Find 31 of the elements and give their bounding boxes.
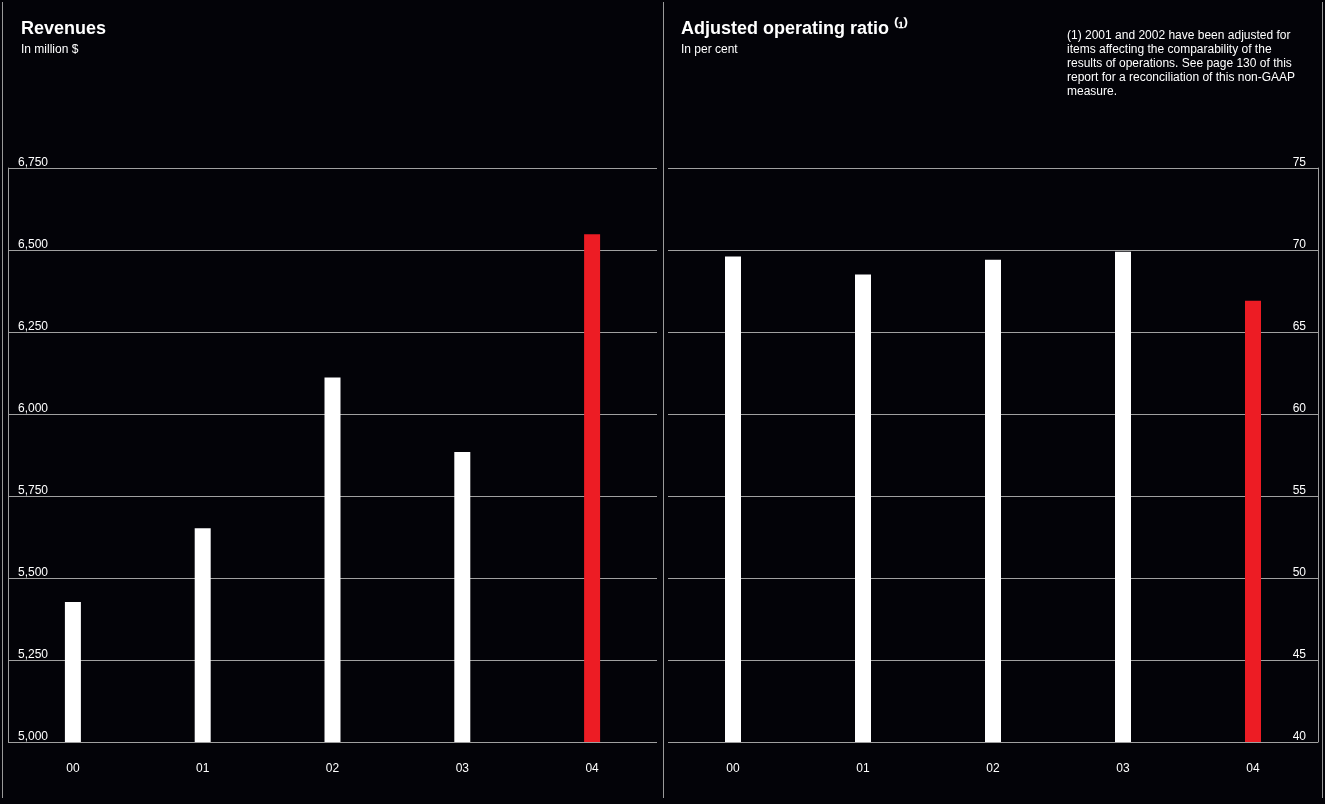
y-tick-label: 45	[1292, 647, 1306, 661]
y-tick-label: 5,250	[18, 647, 49, 661]
y-tick-label: 75	[1292, 155, 1306, 169]
x-tick-label: 04	[585, 761, 600, 775]
y-tick-label: 6,000	[18, 401, 49, 415]
y-tick-label: 40	[1292, 729, 1306, 743]
x-tick-label: 03	[455, 761, 470, 775]
chart-title: Adjusted operating ratio ⁽¹⁾	[680, 17, 908, 38]
x-tick-label: 00	[66, 761, 80, 775]
y-tick-label: 6,750	[18, 155, 49, 169]
y-tick-label: 65	[1292, 319, 1306, 333]
x-tick-label: 00	[725, 761, 740, 775]
x-tick-label: 02	[325, 761, 340, 775]
y-tick-label: 5,750	[18, 483, 49, 497]
x-tick-label: 01	[196, 761, 210, 775]
text: (1) 2001 and 2002 have been adjusted for items affecting the comparability of the results of operations. See page 130 of this report for a reconciliation of this non-GAAP measure.	[1066, 28, 1298, 98]
y-tick-label: 50	[1292, 565, 1306, 579]
chart-subtitle: In per cent	[680, 42, 738, 56]
y-tick-label: 6,250	[18, 319, 49, 333]
y-tick-label: 70	[1292, 237, 1306, 251]
chart-subtitle: In million $	[21, 42, 79, 56]
y-tick-label: 60	[1292, 401, 1306, 415]
y-tick-label: 55	[1292, 483, 1306, 497]
x-tick-label: 03	[1115, 761, 1130, 775]
y-tick-label: 6,500	[18, 237, 49, 251]
chart-title: Revenues	[21, 18, 107, 38]
y-tick-label: 5,000	[18, 729, 49, 743]
x-tick-label: 04	[1245, 761, 1260, 775]
x-tick-label: 01	[855, 761, 870, 775]
x-tick-label: 02	[985, 761, 1000, 775]
y-tick-label: 5,500	[18, 565, 49, 579]
